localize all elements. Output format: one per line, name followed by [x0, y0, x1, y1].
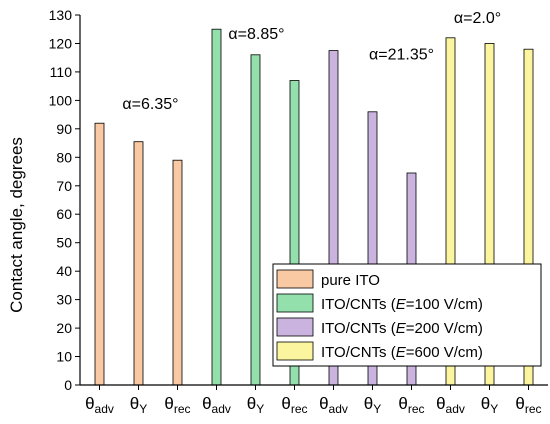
legend-swatch-series1 [276, 269, 314, 289]
y-tick-label: 130 [49, 7, 73, 23]
legend-frame [272, 263, 542, 367]
y-tick-label: 110 [50, 64, 73, 80]
legend-swatch-series4 [276, 341, 314, 361]
bar-series1-adv [94, 122, 105, 386]
x-tick-label: θadv [319, 394, 348, 416]
bar-series2-Y [250, 54, 261, 386]
alpha-annotation-series4: α=2.0° [454, 10, 501, 27]
y-tick-label: 70 [56, 178, 72, 194]
x-tick-label: θY [364, 394, 381, 416]
x-tick-label: θrec [398, 394, 424, 416]
bar-series2-adv [211, 28, 222, 386]
x-tick-label: θadv [202, 394, 231, 416]
y-tick-label: 90 [56, 121, 72, 137]
y-tick-label: 60 [56, 206, 72, 222]
y-tick-label: 10 [56, 349, 72, 365]
alpha-annotation-series1: α=6.35° [122, 96, 178, 113]
alpha-annotation-series2: α=8.85° [228, 26, 284, 43]
alpha-annotation-series3: α=21.35° [369, 47, 434, 64]
x-tick-label: θrec [515, 394, 541, 416]
legend-swatch-series3 [276, 317, 314, 337]
axes-layer: θadv θY θrec θadv θY θrec θadv θY θrec θadv θY θrec… [49, 7, 548, 416]
x-tick-label: θadv [85, 394, 114, 416]
x-tick-label: θY [481, 394, 498, 416]
x-tick-label: θY [130, 394, 147, 416]
y-tick-label: 30 [56, 292, 72, 308]
y-axis-label: Contact angle, degrees [7, 137, 26, 313]
bar-series1-rec [172, 159, 183, 386]
x-tick-label: θrec [164, 394, 190, 416]
legend-swatch-series2 [276, 293, 314, 313]
y-tick-label: 0 [64, 377, 72, 393]
y-tick-label: 50 [56, 235, 72, 251]
x-tick-label: θY [247, 394, 264, 416]
legend: pure ITO ITO/CNTs (E=100 V/cm) ITO/CNTs (E… [272, 263, 542, 367]
y-tick-label: 80 [56, 149, 72, 165]
legend-label-series4: ITO/CNTs (E=600 V/cm) [321, 344, 483, 361]
y-tick-label: 100 [49, 92, 73, 108]
legend-label-series2: ITO/CNTs (E=100 V/cm) [321, 296, 483, 313]
x-tick-label: θrec [281, 394, 307, 416]
legend-label-series3: ITO/CNTs (E=200 V/cm) [321, 320, 483, 337]
y-tick-label: 20 [56, 320, 72, 336]
x-tick-label: θadv [436, 394, 465, 416]
y-tick-label: 40 [56, 263, 72, 279]
annotations-layer: α=6.35° α=8.85° α=21.35° α=2.0° [122, 10, 501, 113]
bar-series1-Y [133, 141, 144, 386]
y-tick-label: 120 [49, 36, 73, 52]
legend-label-series1: pure ITO [321, 272, 380, 289]
